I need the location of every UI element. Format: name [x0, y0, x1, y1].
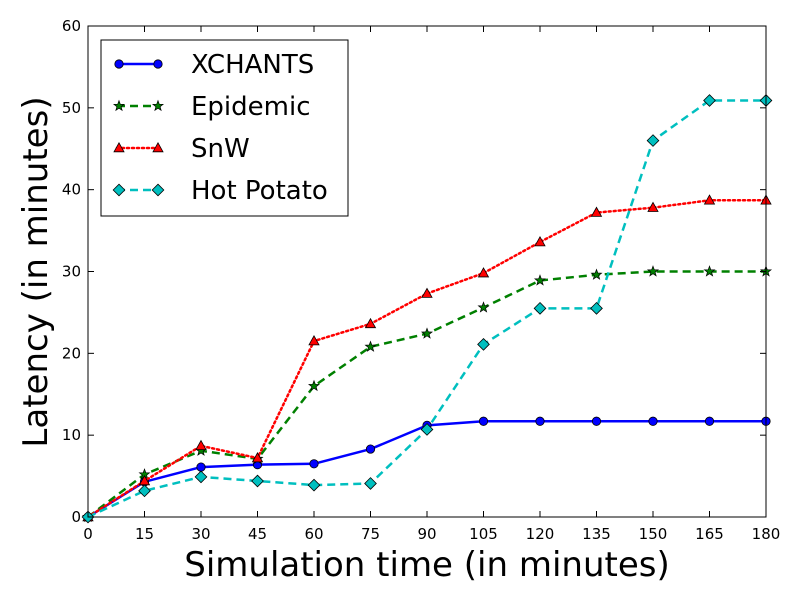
- xchants-data-point: [704, 416, 715, 426]
- x-tick-label: 180: [752, 525, 781, 543]
- x-tick-label: 120: [526, 525, 555, 543]
- x-tick-label: 75: [361, 525, 380, 543]
- hot-potato-data-point: [703, 94, 716, 107]
- snw-data-point: [534, 236, 546, 247]
- snw-data-point: [477, 267, 490, 278]
- snw-data-point: [647, 201, 659, 212]
- snw-data-point: [195, 439, 207, 451]
- hot-potato-data-point: [307, 478, 321, 492]
- xchants-data-point: [365, 444, 376, 454]
- epidemic-data-point: [477, 301, 490, 313]
- legend-marker-epidemic-end: [151, 99, 165, 112]
- y-tick-label: 60: [62, 17, 81, 35]
- y-tick-label: 20: [62, 344, 81, 362]
- x-tick-label: 150: [639, 525, 668, 543]
- legend-label-snw: SnW: [191, 134, 250, 164]
- y-tick-label: 50: [62, 99, 81, 117]
- xchants-data-point: [591, 416, 602, 426]
- hot-potato-data-point: [533, 301, 547, 315]
- xchants-data-point: [196, 462, 206, 472]
- snw-data-point: [364, 317, 377, 329]
- hot-potato-data-point: [590, 301, 603, 315]
- legend-marker-hot-potato-end: [151, 183, 165, 197]
- hot-potato-data-point: [477, 337, 490, 351]
- xchants-data-point: [535, 416, 545, 426]
- x-tick-label: 0: [83, 525, 93, 543]
- snw-data-point: [590, 206, 603, 217]
- hot-potato-data-point: [194, 470, 208, 484]
- hot-potato-data-point: [251, 474, 264, 488]
- x-tick-label: 60: [304, 525, 323, 543]
- x-tick-label: 165: [695, 525, 724, 543]
- legend-marker-snw-start: [113, 141, 125, 153]
- legend-marker-epidemic-start: [112, 99, 126, 112]
- epidemic-data-point: [703, 265, 716, 277]
- epidemic-data-point: [307, 379, 321, 392]
- snw-data-point: [251, 452, 264, 463]
- epidemic-data-point: [420, 327, 434, 339]
- epidemic-data-point: [364, 340, 377, 352]
- snw-data-point: [308, 335, 320, 346]
- y-tick-label: 40: [62, 181, 81, 199]
- x-tick-label: 15: [135, 525, 154, 543]
- y-tick-label: 30: [62, 263, 81, 281]
- tick-layer: 0 15 30 45 60 75 90 105 120 135 150 165 180 0 10 20 30 40…: [62, 17, 780, 543]
- legend-box: [100, 39, 349, 217]
- x-tick-label: 135: [582, 525, 611, 543]
- y-axis-title: Latency (in minutes): [16, 96, 56, 447]
- y-tick-label: 0: [71, 508, 81, 526]
- legend-label-epidemic: Epidemic: [191, 92, 311, 122]
- x-axis-title: Simulation time (in minutes): [184, 545, 670, 585]
- y-tick-label: 10: [62, 426, 81, 444]
- legend-label-xchants: XCHANTS: [191, 50, 314, 80]
- legend: XCHANTS Epidemic SnW Hot Potato: [100, 39, 349, 217]
- hot-potato-data-point: [364, 477, 377, 490]
- xchants-data-point: [648, 416, 658, 426]
- epidemic-data-point: [590, 268, 603, 280]
- xchants-data-point: [478, 416, 489, 426]
- legend-marker-xchants-end: [153, 59, 163, 69]
- hot-potato-data-point: [138, 484, 151, 498]
- x-tick-label: 45: [248, 525, 267, 543]
- x-tick-label: 30: [191, 525, 210, 543]
- legend-marker-hot-potato-start: [112, 183, 126, 197]
- epidemic-data-point: [533, 274, 547, 286]
- x-tick-label: 105: [469, 525, 498, 543]
- snw-data-point: [703, 194, 716, 205]
- epidemic-data-point: [646, 265, 660, 277]
- hot-potato-data-point: [646, 134, 660, 147]
- hot-potato-data-point: [420, 423, 434, 436]
- x-tick-label: 90: [417, 525, 436, 543]
- plot-layer: [81, 94, 773, 524]
- xchants-data-point: [309, 459, 319, 469]
- legend-label-hot-potato: Hot Potato: [191, 176, 328, 206]
- snw-data-point: [421, 287, 433, 298]
- legend-marker-xchants-start: [114, 59, 124, 69]
- legend-marker-snw-end: [152, 141, 164, 153]
